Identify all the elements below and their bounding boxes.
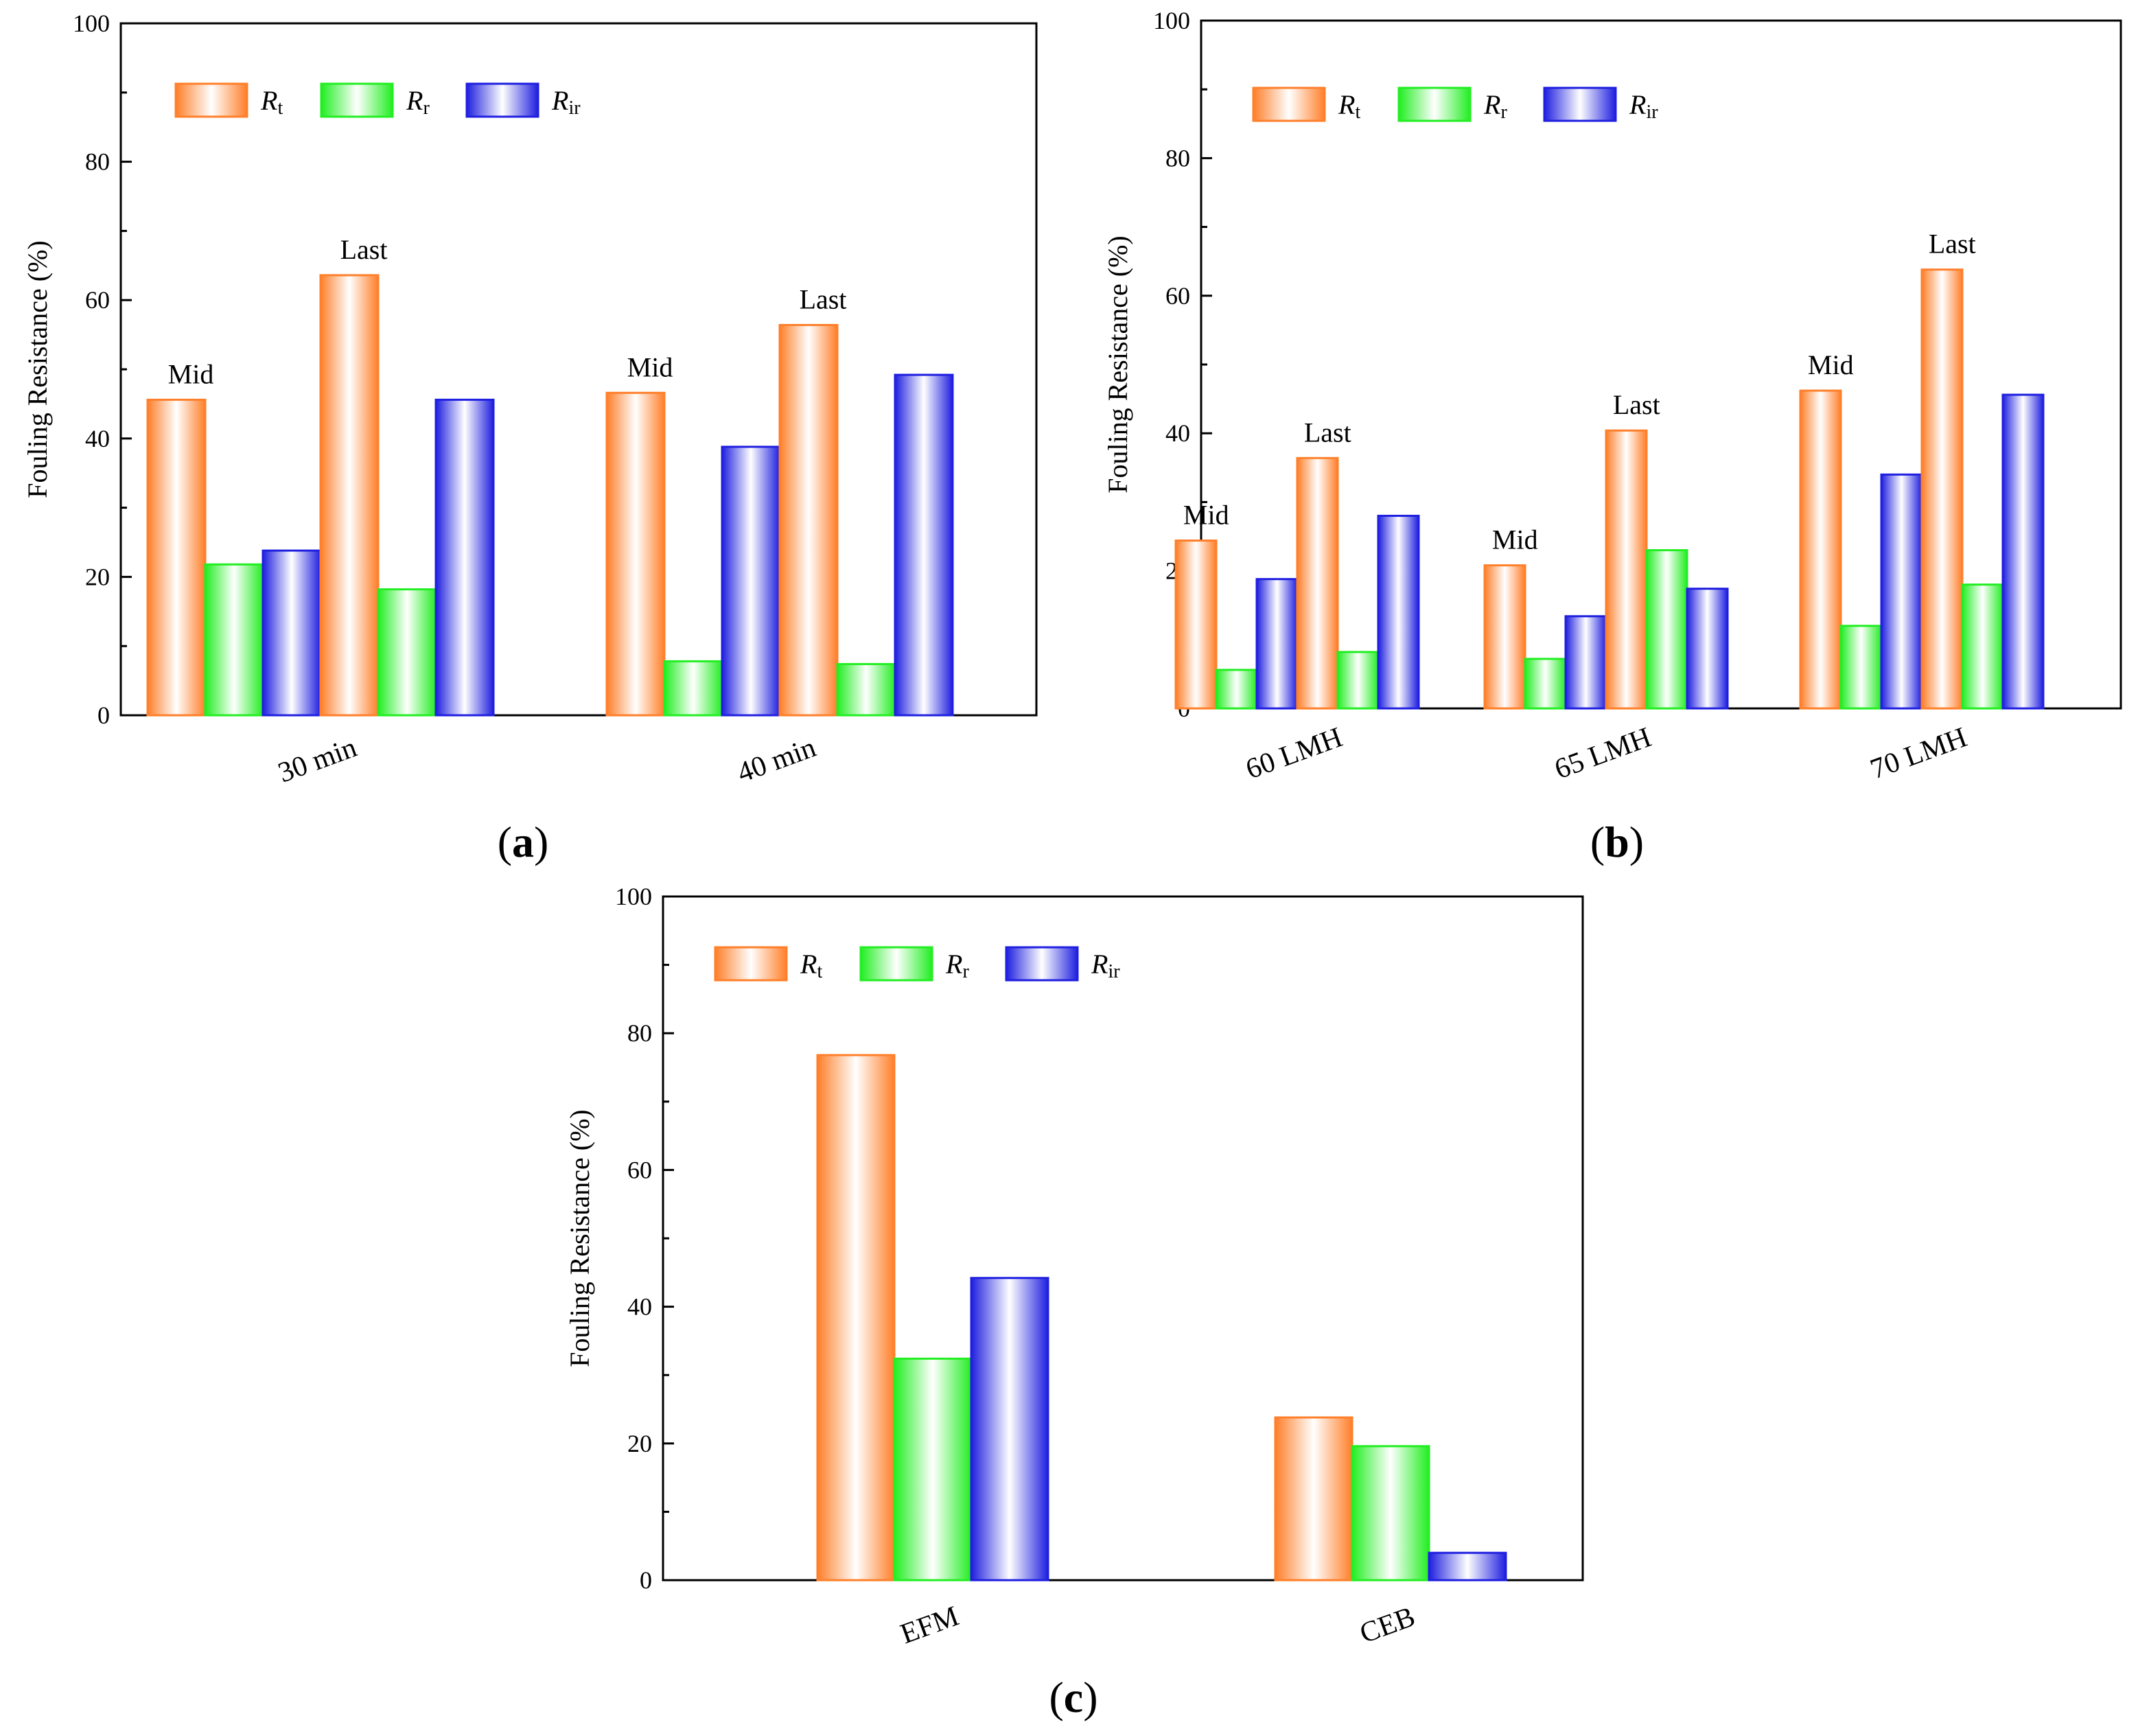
category-label: EFM <box>896 1600 963 1650</box>
bar-rir <box>1377 514 1420 710</box>
bar-rt <box>778 323 839 717</box>
y-tick-label: 60 <box>627 1156 652 1183</box>
bar-rir <box>2001 393 2045 710</box>
y-tick-label: 60 <box>85 286 110 314</box>
panel-label: (b) <box>1590 818 1644 866</box>
bar-rr <box>1524 658 1567 710</box>
bar-rt <box>816 1054 896 1582</box>
bar-rir <box>1428 1551 1507 1582</box>
legend-swatch-rt <box>1252 86 1326 122</box>
legend-label-rt: Rt <box>1338 89 1360 123</box>
panel-label: (a) <box>498 818 549 866</box>
legend-swatch-rt <box>714 946 788 982</box>
bar-rir <box>721 445 781 717</box>
category-label: 30 min <box>274 732 360 789</box>
bar-annotation: Mid <box>1492 524 1538 555</box>
bar-rt <box>1274 1416 1353 1582</box>
bar-rt <box>605 391 666 717</box>
y-tick-label: 80 <box>85 148 110 176</box>
legend-swatch-rr <box>859 946 933 982</box>
legend-swatch-rir <box>1543 86 1617 122</box>
bar-annotation: Mid <box>1808 349 1854 380</box>
y-tick-label: 20 <box>627 1430 652 1457</box>
bar-rt <box>1605 429 1648 710</box>
y-tick-label: 40 <box>85 425 110 452</box>
bar-rr <box>836 662 896 717</box>
bar-rr <box>1336 651 1380 710</box>
bar-rr <box>204 563 264 717</box>
bar-rr <box>893 1357 973 1582</box>
y-tick-label: 40 <box>1165 419 1190 447</box>
category-label: 70 LMH <box>1866 721 1971 785</box>
category-label: 40 min <box>733 732 820 789</box>
y-axis-title: Fouling Resistance (%) <box>1102 235 1133 494</box>
y-tick-label: 100 <box>73 10 110 37</box>
bar-rt <box>1296 456 1339 710</box>
legend-swatch-rt <box>174 82 248 118</box>
legend-swatch-rr <box>320 82 394 118</box>
chart-panel-c: 0 20 40 60 80 100 Fouling Resistance (%) EFM CEB… <box>564 883 1584 1722</box>
bar-annotation: Last <box>800 283 847 314</box>
legend-label-rr: Rr <box>945 949 969 982</box>
plot-frame <box>662 895 1584 1582</box>
category-label: 65 LMH <box>1550 721 1655 785</box>
bar-rr <box>1961 583 2004 710</box>
y-axis-title: Fouling Resistance (%) <box>22 240 53 498</box>
chart-panel-a: 0 20 40 60 80 100 Fouling Resistance (%) Mid Las… <box>22 10 1038 866</box>
bar-rir <box>1564 615 1607 710</box>
y-tick-label: 100 <box>1153 7 1190 34</box>
bar-rt <box>319 274 380 717</box>
bar-rir <box>1686 588 1729 710</box>
y-tick-label: 0 <box>640 1566 652 1594</box>
legend-label-rt: Rt <box>800 949 822 982</box>
panel-label: (c) <box>1049 1673 1097 1722</box>
y-tick-label: 0 <box>97 702 110 729</box>
legend-label-rt: Rt <box>260 85 283 119</box>
y-tick-label: 100 <box>615 883 652 910</box>
legend-label-rir: Rir <box>1629 89 1658 123</box>
bar-rt <box>1920 268 1964 710</box>
bar-annotation: Last <box>1613 389 1660 420</box>
bar-rir <box>262 549 322 717</box>
bar-rt <box>1483 564 1526 710</box>
legend-label-rir: Rir <box>1091 949 1120 982</box>
bar-annotation: Last <box>1929 229 1976 259</box>
bar-rr <box>1215 669 1258 710</box>
bar-rir <box>1880 473 1923 710</box>
bar-annotation: Last <box>340 234 388 265</box>
bar-rir <box>970 1277 1049 1582</box>
y-tick-label: 80 <box>627 1019 652 1047</box>
legend-label-rr: Rr <box>406 85 430 119</box>
legend-swatch-rr <box>1397 86 1472 122</box>
y-tick-label: 60 <box>1165 282 1190 310</box>
y-tick-label: 40 <box>627 1293 652 1321</box>
legend-label-rr: Rr <box>1483 89 1507 123</box>
bar-rr <box>377 588 437 717</box>
bar-rr <box>1645 549 1688 710</box>
bar-rt <box>146 398 207 717</box>
bar-rr <box>663 660 723 717</box>
bar-rir <box>894 373 954 717</box>
bar-annotation: Mid <box>168 358 214 389</box>
bar-annotation: Mid <box>1183 500 1229 531</box>
legend-label-rir: Rir <box>551 85 581 119</box>
category-label: CEB <box>1356 1601 1419 1650</box>
y-tick-label: 80 <box>1165 144 1190 172</box>
y-axis-title: Fouling Resistance (%) <box>564 1109 595 1367</box>
bar-annotation: Last <box>1304 417 1351 448</box>
bar-annotation: Mid <box>627 351 673 382</box>
bar-rr <box>1351 1445 1430 1582</box>
bar-rt <box>1174 540 1218 710</box>
category-label: 60 LMH <box>1242 721 1347 785</box>
bar-rir <box>434 398 495 717</box>
bar-rir <box>1255 578 1299 710</box>
y-tick-label: 20 <box>85 563 110 590</box>
legend-swatch-rir <box>1005 946 1079 982</box>
bar-rt <box>1799 389 1842 710</box>
bar-rr <box>1839 625 1883 710</box>
legend-swatch-rir <box>465 82 539 118</box>
